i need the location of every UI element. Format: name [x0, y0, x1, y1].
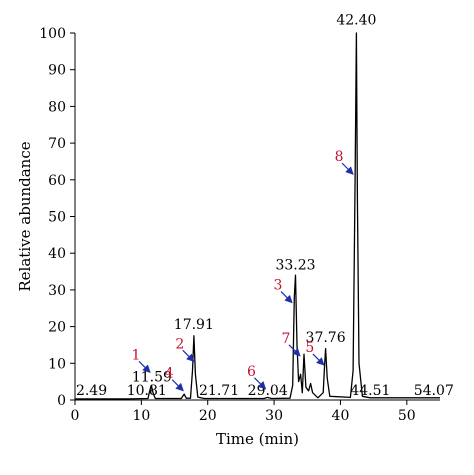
- peak-label: 10.81: [127, 383, 167, 399]
- chromatogram-trace: [75, 32, 440, 400]
- peak-marker-number: 3: [274, 278, 283, 294]
- y-tick-label: 40: [48, 246, 66, 262]
- peak-label: 29.04: [248, 383, 288, 399]
- peak-arrow: [312, 353, 325, 366]
- y-axis-title: Relative abundance: [16, 141, 34, 291]
- peak-arrow: [341, 162, 354, 175]
- y-tick-label: 50: [48, 210, 66, 226]
- peak-label: 2.49: [76, 383, 107, 399]
- peak-label: 33.23: [275, 257, 315, 273]
- peak-marker-number: 6: [247, 364, 256, 380]
- y-tick-label: 30: [48, 283, 66, 299]
- x-tick-label: 0: [71, 408, 80, 424]
- x-tick-label: 30: [265, 408, 283, 424]
- peak-arrow: [182, 349, 195, 363]
- peak-label: 42.40: [336, 12, 376, 28]
- peak-marker-number: 5: [305, 340, 314, 356]
- peak-arrow: [138, 360, 151, 374]
- peak-label: 21.71: [199, 383, 239, 399]
- x-axis-title: Time (min): [216, 430, 299, 448]
- y-tick-label: 100: [39, 26, 66, 42]
- peak-label: 11.59: [132, 370, 172, 386]
- peak-label: 37.76: [306, 330, 346, 346]
- peak-arrow: [171, 379, 184, 392]
- peak-arrow: [288, 344, 301, 357]
- peak-arrow: [280, 291, 293, 304]
- y-tick-label: 0: [57, 393, 66, 409]
- peak-label: 54.07: [414, 383, 454, 399]
- x-tick-label: 10: [132, 408, 150, 424]
- peak-label: 17.91: [174, 317, 214, 333]
- y-tick-label: 70: [48, 136, 66, 152]
- peak-arrow: [254, 377, 267, 390]
- y-tick-label: 90: [48, 63, 66, 79]
- peak-marker-number: 4: [165, 366, 174, 382]
- peak-marker-number: 7: [282, 331, 291, 347]
- x-tick-label: 20: [199, 408, 217, 424]
- y-tick-label: 20: [48, 320, 66, 336]
- trace-layer: [75, 32, 440, 400]
- x-tick-label: 40: [332, 408, 350, 424]
- x-tick-label: 50: [398, 408, 416, 424]
- peak-marker-number: 2: [175, 336, 184, 352]
- axes-layer: 0 10 20 30 40 50 0 10 20 30 40 50 60 70 80 90 100: [39, 26, 440, 424]
- y-tick-label: 80: [48, 99, 66, 115]
- peak-marker-number: 8: [335, 149, 344, 165]
- y-tick-label: 60: [48, 173, 66, 189]
- peak-marker-number: 1: [132, 347, 141, 363]
- peak-markers-layer: 1 2 3 4 5 6 7 8: [132, 149, 354, 392]
- y-tick-label: 10: [48, 356, 66, 372]
- peak-label: 44.51: [350, 383, 390, 399]
